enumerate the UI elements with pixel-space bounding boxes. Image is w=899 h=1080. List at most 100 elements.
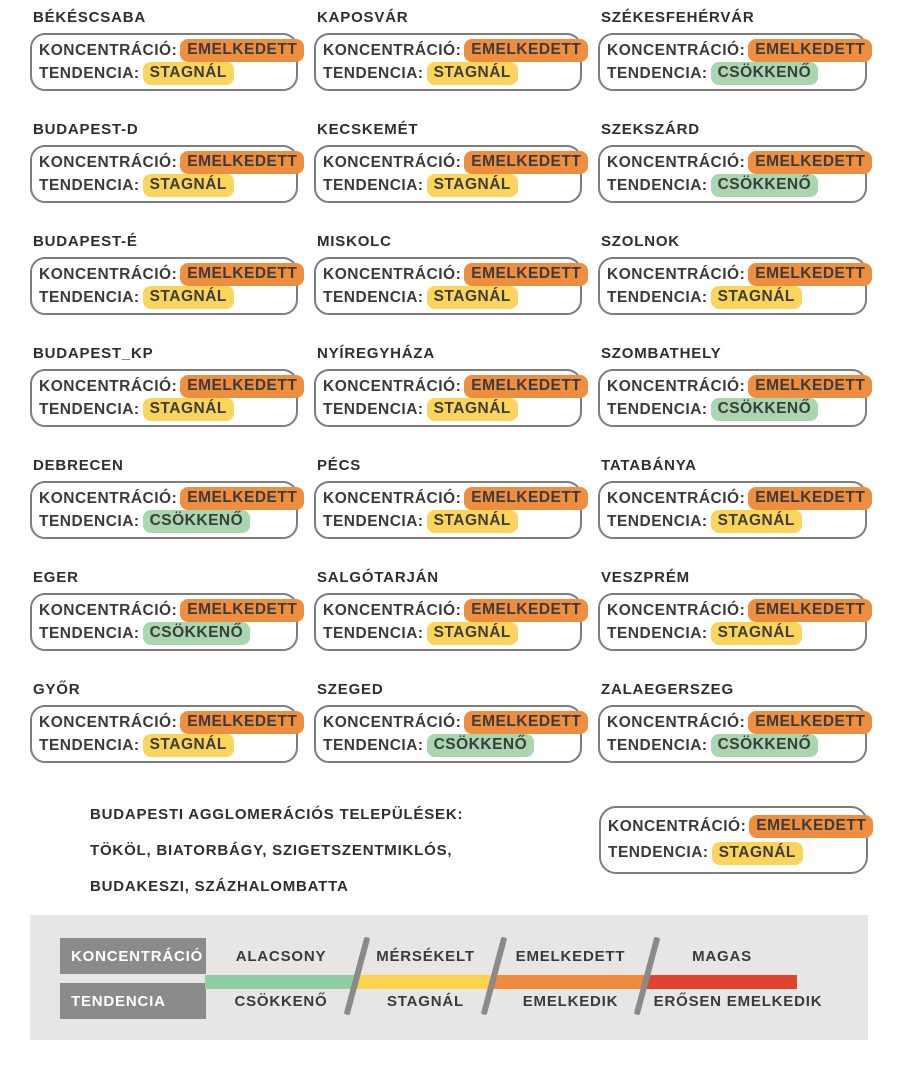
concentration-line: KONCENTRÁCIÓ: EMELKEDETT: [607, 39, 873, 62]
city-name: DEBRECEN: [33, 457, 124, 474]
tendency-label: TENDENCIA:: [39, 400, 140, 418]
tendency-value: STAGNÁL: [426, 622, 518, 645]
city-card: KONCENTRÁCIÓ: EMELKEDETT TENDENCIA: CSÖK…: [314, 705, 589, 763]
tendency-line: TENDENCIA: STAGNÁL: [607, 622, 858, 645]
tendency-value: STAGNÁL: [142, 62, 234, 85]
city-name: BUDAPEST-É: [33, 233, 138, 250]
city-name: VESZPRÉM: [601, 569, 690, 586]
city-name: EGER: [33, 569, 79, 586]
tendency-label: TENDENCIA:: [39, 624, 140, 642]
tendency-value: CSÖKKENŐ: [142, 622, 251, 645]
tendency-label: TENDENCIA:: [323, 400, 424, 418]
tendency-line: TENDENCIA: CSÖKKENŐ: [323, 734, 573, 757]
city-cell: GYŐR KONCENTRÁCIÓ: EMELKEDETT TENDENCIA:…: [30, 680, 305, 763]
tendency-value: CSÖKKENŐ: [710, 62, 819, 85]
legend: KONCENTRÁCIÓ TENDENCIA ALACSONY CSÖKKENŐ M…: [30, 915, 868, 1040]
concentration-value: EMELKEDETT: [464, 599, 589, 622]
city-cell: SZEKSZÁRD KONCENTRÁCIÓ: EMELKEDETT TENDE…: [598, 120, 873, 203]
tendency-line: TENDENCIA: CSÖKKENŐ: [607, 62, 858, 85]
agglomeration-card: KONCENTRÁCIÓ: EMELKEDETT TENDENCIA: STAG…: [599, 806, 874, 874]
agglomeration-note-line-2: TÖKÖL, BIATORBÁGY, SZIGETSZENTMIKLÓS,: [90, 842, 453, 859]
city-cell: TATABÁNYA KONCENTRÁCIÓ: EMELKEDETT TENDE…: [598, 456, 873, 539]
tendency-line: TENDENCIA: STAGNÁL: [323, 398, 573, 421]
tendency-label: TENDENCIA:: [39, 64, 140, 82]
city-cell: KECSKEMÉT KONCENTRÁCIÓ: EMELKEDETT TENDE…: [314, 120, 589, 203]
concentration-line: KONCENTRÁCIÓ: EMELKEDETT: [607, 487, 873, 510]
city-cell: ZALAEGERSZEG KONCENTRÁCIÓ: EMELKEDETT TE…: [598, 680, 873, 763]
city-cell: BÉKÉSCSABA KONCENTRÁCIÓ: EMELKEDETT TEND…: [30, 8, 305, 91]
concentration-label: KONCENTRÁCIÓ:: [39, 41, 178, 59]
band-segment-1: [205, 975, 357, 989]
concentration-value: EMELKEDETT: [464, 487, 589, 510]
city-cell: BUDAPEST_KP KONCENTRÁCIÓ: EMELKEDETT TEN…: [30, 344, 305, 427]
city-card: KONCENTRÁCIÓ: EMELKEDETT TENDENCIA: STAG…: [30, 369, 305, 427]
concentration-value: EMELKEDETT: [464, 39, 589, 62]
city-name: SZOLNOK: [601, 233, 680, 250]
concentration-label: KONCENTRÁCIÓ:: [39, 265, 178, 283]
concentration-label: KONCENTRÁCIÓ:: [607, 377, 746, 395]
concentration-label: KONCENTRÁCIÓ:: [607, 713, 746, 731]
tendency-level-label: STAGNÁL: [387, 992, 464, 1010]
tendency-value: STAGNÁL: [142, 174, 234, 197]
concentration-label: KONCENTRÁCIÓ:: [39, 713, 178, 731]
tendency-label: TENDENCIA:: [607, 64, 708, 82]
tendency-line: TENDENCIA: STAGNÁL: [608, 841, 859, 865]
concentration-line: KONCENTRÁCIÓ: EMELKEDETT: [39, 151, 305, 174]
city-name: SZÉKESFEHÉRVÁR: [601, 9, 755, 26]
city-card: KONCENTRÁCIÓ: EMELKEDETT TENDENCIA: STAG…: [30, 33, 305, 91]
tendency-line: TENDENCIA: CSÖKKENŐ: [39, 622, 289, 645]
tendency-line: TENDENCIA: STAGNÁL: [323, 62, 573, 85]
city-card: KONCENTRÁCIÓ: EMELKEDETT TENDENCIA: STAG…: [598, 257, 873, 315]
tendency-value: CSÖKKENŐ: [710, 174, 819, 197]
concentration-level-label: MAGAS: [692, 947, 752, 965]
city-name: GYŐR: [33, 681, 81, 698]
concentration-value: EMELKEDETT: [180, 599, 305, 622]
concentration-value: EMELKEDETT: [748, 263, 873, 286]
agglomeration-note: BUDAPESTI AGGLOMERÁCIÓS TELEPÜLÉSEK: TÖK…: [90, 797, 463, 905]
concentration-line: KONCENTRÁCIÓ: EMELKEDETT: [323, 39, 589, 62]
concentration-value: EMELKEDETT: [748, 39, 873, 62]
tendency-line: TENDENCIA: STAGNÁL: [607, 286, 858, 309]
concentration-line: KONCENTRÁCIÓ: EMELKEDETT: [607, 711, 873, 734]
city-card: KONCENTRÁCIÓ: EMELKEDETT TENDENCIA: CSÖK…: [598, 369, 873, 427]
concentration-line: KONCENTRÁCIÓ: EMELKEDETT: [607, 375, 873, 398]
tendency-label: TENDENCIA:: [607, 512, 708, 530]
tendency-label: TENDENCIA:: [608, 844, 709, 862]
agglo-tendency-value: STAGNÁL: [711, 841, 803, 865]
city-name: KAPOSVÁR: [317, 9, 409, 26]
concentration-value: EMELKEDETT: [180, 39, 305, 62]
tendency-value: STAGNÁL: [426, 174, 518, 197]
tendency-line: TENDENCIA: STAGNÁL: [323, 622, 573, 645]
concentration-label: KONCENTRÁCIÓ:: [323, 153, 462, 171]
concentration-line: KONCENTRÁCIÓ: EMELKEDETT: [323, 151, 589, 174]
city-card: KONCENTRÁCIÓ: EMELKEDETT TENDENCIA: CSÖK…: [30, 593, 305, 651]
city-card: KONCENTRÁCIÓ: EMELKEDETT TENDENCIA: CSÖK…: [598, 145, 873, 203]
city-card: KONCENTRÁCIÓ: EMELKEDETT TENDENCIA: STAG…: [598, 593, 873, 651]
concentration-value: EMELKEDETT: [464, 151, 589, 174]
concentration-label: KONCENTRÁCIÓ:: [323, 377, 462, 395]
city-name: TATABÁNYA: [601, 457, 697, 474]
city-name: SALGÓTARJÁN: [317, 569, 439, 586]
city-name: SZEKSZÁRD: [601, 121, 700, 138]
concentration-label: KONCENTRÁCIÓ:: [607, 601, 746, 619]
tendency-label: TENDENCIA:: [607, 624, 708, 642]
city-card: KONCENTRÁCIÓ: EMELKEDETT TENDENCIA: STAG…: [314, 369, 589, 427]
city-card: KONCENTRÁCIÓ: EMELKEDETT TENDENCIA: STAG…: [314, 145, 589, 203]
concentration-label: KONCENTRÁCIÓ:: [39, 601, 178, 619]
city-card: KONCENTRÁCIÓ: EMELKEDETT TENDENCIA: STAG…: [314, 481, 589, 539]
tendency-value: STAGNÁL: [426, 398, 518, 421]
city-name: SZEGED: [317, 681, 384, 698]
tendency-value: STAGNÁL: [426, 286, 518, 309]
tendency-level-label: ERŐSEN EMELKEDIK: [653, 992, 823, 1010]
concentration-value: EMELKEDETT: [180, 151, 305, 174]
concentration-line: KONCENTRÁCIÓ: EMELKEDETT: [323, 263, 589, 286]
concentration-line: KONCENTRÁCIÓ: EMELKEDETT: [607, 599, 873, 622]
tendency-value: CSÖKKENŐ: [710, 398, 819, 421]
concentration-label: KONCENTRÁCIÓ:: [39, 489, 178, 507]
concentration-label: KONCENTRÁCIÓ:: [607, 41, 746, 59]
concentration-label: KONCENTRÁCIÓ:: [607, 153, 746, 171]
tendency-label: TENDENCIA:: [607, 288, 708, 306]
city-card: KONCENTRÁCIÓ: EMELKEDETT TENDENCIA: STAG…: [30, 257, 305, 315]
tendency-line: TENDENCIA: STAGNÁL: [323, 174, 573, 197]
tendency-line: TENDENCIA: STAGNÁL: [39, 734, 289, 757]
